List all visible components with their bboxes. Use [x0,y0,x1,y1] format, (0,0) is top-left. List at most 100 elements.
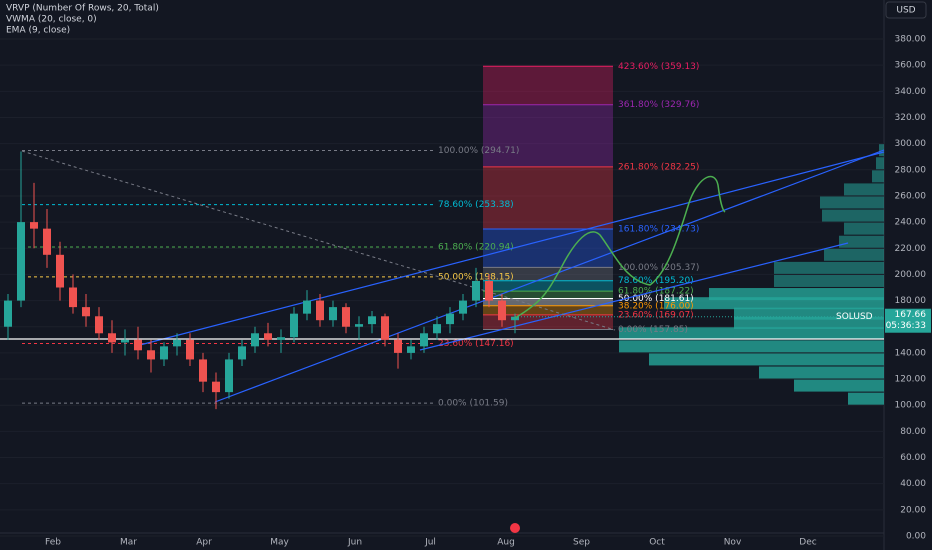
candle-body [238,346,246,360]
candle-body [225,359,233,393]
y-tick-label: 260.00 [895,191,927,201]
volume-bar [824,248,884,261]
fib-label: 23.60% (169.07) [618,310,694,320]
candle-body [368,316,376,325]
x-tick-label: Jun [347,538,362,548]
price-label: 167.66 [895,310,927,320]
y-tick-label: 200.00 [895,270,927,280]
candle-body [459,300,467,314]
candle-body [446,313,454,325]
event-icon[interactable] [510,523,520,533]
candle-body [290,313,298,338]
candle-body [342,307,350,327]
candle-body [498,300,506,321]
volume-bar [619,340,884,353]
candle-body [186,339,194,360]
candle-body [420,333,428,347]
volume-bar [794,379,884,392]
volume-bar [844,222,884,235]
fib-label: 100.00% (205.37) [618,263,699,273]
fib-label: 61.80% (220.94) [438,243,514,253]
fib-zone [483,267,613,281]
candle-body [121,339,129,343]
candle-body [173,339,181,347]
channel-line [214,149,885,403]
volume-bar [848,392,884,405]
candle-body [43,228,51,255]
y-tick-label: 220.00 [895,244,927,254]
y-tick-label: 340.00 [895,87,927,97]
volume-bar [774,274,884,287]
volume-bar [734,307,884,320]
candle-body [251,333,259,347]
y-tick-label: 380.00 [895,35,927,45]
currency-button[interactable] [885,1,927,19]
x-tick-label: Oct [649,538,665,548]
fib-label: 161.80% (234.73) [618,224,699,234]
volume-bar [844,183,884,196]
currency[interactable]: USD [896,6,915,16]
volume-bar [822,209,884,222]
volume-bar [872,170,884,183]
candle-body [303,300,311,314]
fib-zone [483,104,613,167]
y-tick-label: 280.00 [895,165,927,175]
candle-body [264,333,272,340]
countdown: 05:36:33 [886,321,926,331]
volume-bar [774,261,884,274]
volume-bar [664,297,884,310]
candle-body [95,316,103,334]
fib-label: 0.00% (157.85) [618,325,688,335]
channel-line [419,242,849,351]
y-tick-label: 140.00 [895,348,927,358]
volume-bar [649,353,884,366]
volume-bar [839,235,884,248]
fib-zone [483,280,613,292]
fib-zone [483,291,613,299]
fib-zone [483,305,613,315]
y-tick-label: 20.00 [900,505,926,515]
price-label-box [885,308,931,333]
candle-body [17,222,25,301]
volume-bar [820,196,884,209]
y-tick-label: 240.00 [895,218,927,228]
fib-label: 423.60% (359.13) [618,62,699,72]
y-tick-label: 40.00 [900,479,926,489]
volume-bar [619,327,884,340]
x-tick-label: Feb [45,538,61,548]
fib-zone [483,228,613,268]
candle-body [355,324,363,327]
volume-bar [734,316,884,329]
indicator-label: VWMA (20, close, 0) [6,15,97,25]
fib-label: 78.60% (195.20) [618,276,694,286]
candle-body [394,339,402,353]
x-tick-label: Mar [120,538,137,548]
y-tick-label: 320.00 [895,113,927,123]
candle-body [134,339,142,351]
candle-body [212,381,220,393]
x-tick-label: Jul [424,538,436,548]
candle-body [485,280,493,301]
y-tick-label: 60.00 [900,453,926,463]
y-tick-label: 120.00 [895,375,927,385]
candle-body [277,337,285,340]
fib-label: 50.00% (181.61) [618,294,694,304]
y-tick-label: 360.00 [895,61,927,71]
x-tick-label: Sep [573,538,590,548]
candle-body [108,333,116,343]
x-tick-label: Apr [196,538,212,548]
fib-label: 38.20% (176.00) [618,301,694,311]
fib-label: 23.60% (147.16) [438,339,514,349]
candle-body [381,316,389,340]
indicator-label: VRVP (Number Of Rows, 20, Total) [6,4,159,14]
fib-label: 361.80% (329.76) [618,100,699,110]
volume-bar [876,157,884,170]
candle-body [30,222,38,229]
x-tick-label: Dec [799,538,816,548]
candle-body [472,280,480,301]
volume-bar [759,366,884,379]
candle-body [199,359,207,382]
indicator-label: EMA (9, close) [6,26,70,36]
channel-line [139,151,885,346]
